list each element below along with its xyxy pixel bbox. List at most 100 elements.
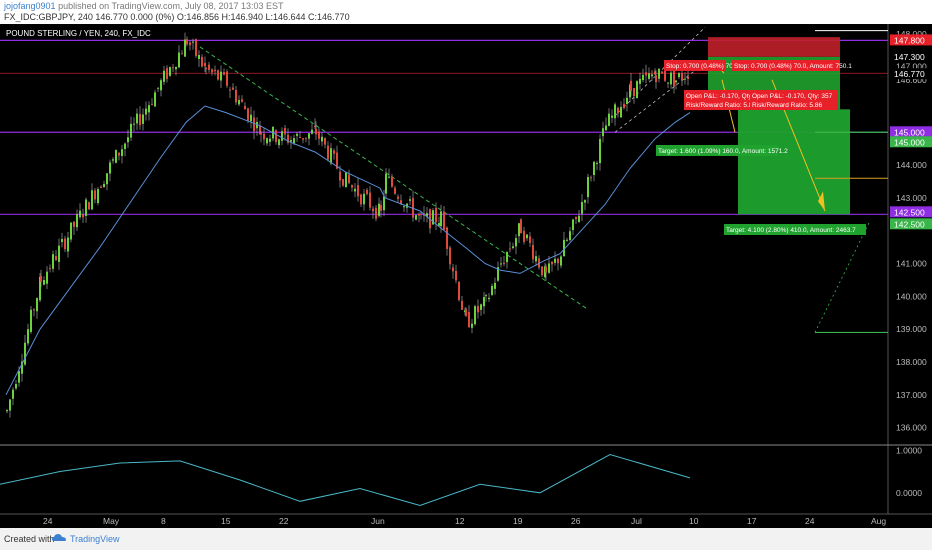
candle-body	[630, 80, 632, 91]
candle-body	[378, 203, 380, 216]
candle-body	[509, 248, 511, 250]
candle-body	[244, 105, 246, 110]
candle-body	[348, 174, 350, 184]
candle-body	[474, 306, 476, 325]
candle-body	[220, 71, 222, 81]
downtrend-line	[199, 46, 589, 310]
tradingview-brand[interactable]: TradingView	[70, 534, 120, 544]
candle-body	[94, 190, 96, 200]
price-label-bg	[890, 126, 932, 138]
candle-body	[100, 186, 102, 189]
candle-body	[678, 73, 680, 78]
candle-body	[211, 69, 213, 73]
price-tick-label: 139.000	[896, 324, 927, 334]
candle-body	[217, 70, 219, 80]
price-label: 142.500	[894, 207, 925, 217]
risk-label-1: Open P&L: -0.170, Qty: 357	[686, 93, 767, 100]
target-label-2: Target: 4.100 (2.80%) 410.0, Amount: 246…	[726, 227, 856, 234]
candle-body	[658, 68, 660, 79]
candle-body	[43, 279, 45, 285]
candle-body	[608, 113, 610, 126]
candle-body	[198, 55, 200, 59]
candle-body	[208, 64, 210, 70]
candle-body	[458, 282, 460, 300]
candle-body	[256, 121, 258, 129]
candle-body	[654, 71, 656, 75]
candle-body	[545, 266, 547, 273]
stop-label-1: Stop: 0.700 (0.48%) 70.0, Amount: 750.1	[666, 63, 784, 70]
stop-label-2: Stop: 0.700 (0.48%) 70.0, Amount: 750.1	[734, 63, 852, 70]
candle-body	[670, 72, 672, 85]
candle-body	[566, 239, 568, 241]
candle-body	[681, 73, 683, 81]
candle-body	[578, 215, 580, 223]
candle-body	[639, 78, 641, 84]
stop-label-1-box	[664, 60, 726, 71]
candle-body	[667, 82, 669, 84]
candle-body	[488, 297, 490, 300]
candle-body	[415, 215, 417, 220]
candle-body	[593, 161, 595, 176]
candle-body	[64, 238, 66, 250]
candle-body	[363, 193, 365, 205]
time-tick-label: Aug	[871, 516, 886, 526]
candle-body	[118, 152, 120, 156]
stop-label-2-box	[732, 60, 840, 71]
chart-header: jojofang0901 published on TradingView.co…	[0, 0, 932, 24]
candle-body	[259, 125, 261, 135]
candle-body	[275, 130, 277, 142]
price-label-bg	[890, 136, 932, 148]
price-tick-label: 148.000	[896, 29, 927, 39]
candle-body	[596, 162, 598, 164]
candle-body	[6, 410, 8, 412]
candle-body	[247, 108, 249, 121]
candle-body	[605, 125, 607, 131]
candle-body	[497, 267, 499, 281]
candle-body	[354, 188, 356, 192]
candle-body	[136, 113, 138, 124]
author-link[interactable]: jojofang0901	[4, 1, 56, 11]
price-label: 147.300	[894, 52, 925, 62]
candle-body	[465, 309, 467, 316]
price-tick-label: 147.000	[896, 62, 927, 72]
candle-body	[494, 282, 496, 289]
price-label: 145.000	[894, 137, 925, 147]
candle-body	[512, 246, 514, 249]
candle-body	[30, 309, 32, 332]
price-tick-label: 144.000	[896, 160, 927, 170]
candle-body	[403, 206, 405, 208]
candle-body	[366, 189, 368, 195]
time-tick-label: 19	[513, 516, 523, 526]
candle-body	[12, 389, 14, 399]
candle-body	[620, 106, 622, 118]
candle-body	[281, 131, 283, 141]
time-tick-label: 15	[221, 516, 231, 526]
candle-body	[178, 52, 180, 68]
candle-body	[333, 150, 335, 154]
chart-title: POUND STERLING / YEN, 240, FX_IDC	[6, 29, 151, 38]
candle-body	[97, 189, 99, 204]
candle-body	[633, 88, 635, 97]
footer: Created with TradingView	[0, 528, 932, 550]
candle-body	[432, 210, 434, 225]
projection-arrow-head	[818, 191, 825, 212]
candle-body	[106, 173, 108, 185]
time-tick-label: May	[103, 516, 120, 526]
candle-body	[293, 138, 295, 144]
candle-body	[169, 67, 171, 76]
candle-body	[321, 136, 323, 142]
tradingview-logo-icon	[52, 534, 66, 541]
candle-body	[645, 72, 647, 76]
price-label: 146.770	[894, 69, 925, 79]
chart-area[interactable]: POUND STERLING / YEN, 240, FX_IDC Stop: 0…	[0, 24, 932, 528]
ohlc-readout: FX_IDC:GBPJPY, 240 146.770 0.000 (0%) O:…	[4, 12, 350, 22]
chart-canvas[interactable]: POUND STERLING / YEN, 240, FX_IDC Stop: 0…	[0, 24, 932, 528]
candle-body	[76, 214, 78, 228]
stop-zone	[708, 37, 840, 57]
target-label-2-box	[724, 224, 866, 235]
candle-body	[529, 236, 531, 244]
candle-body	[127, 137, 129, 143]
candle-body	[145, 108, 147, 115]
candle-body	[336, 152, 338, 169]
candle-body	[435, 207, 437, 223]
